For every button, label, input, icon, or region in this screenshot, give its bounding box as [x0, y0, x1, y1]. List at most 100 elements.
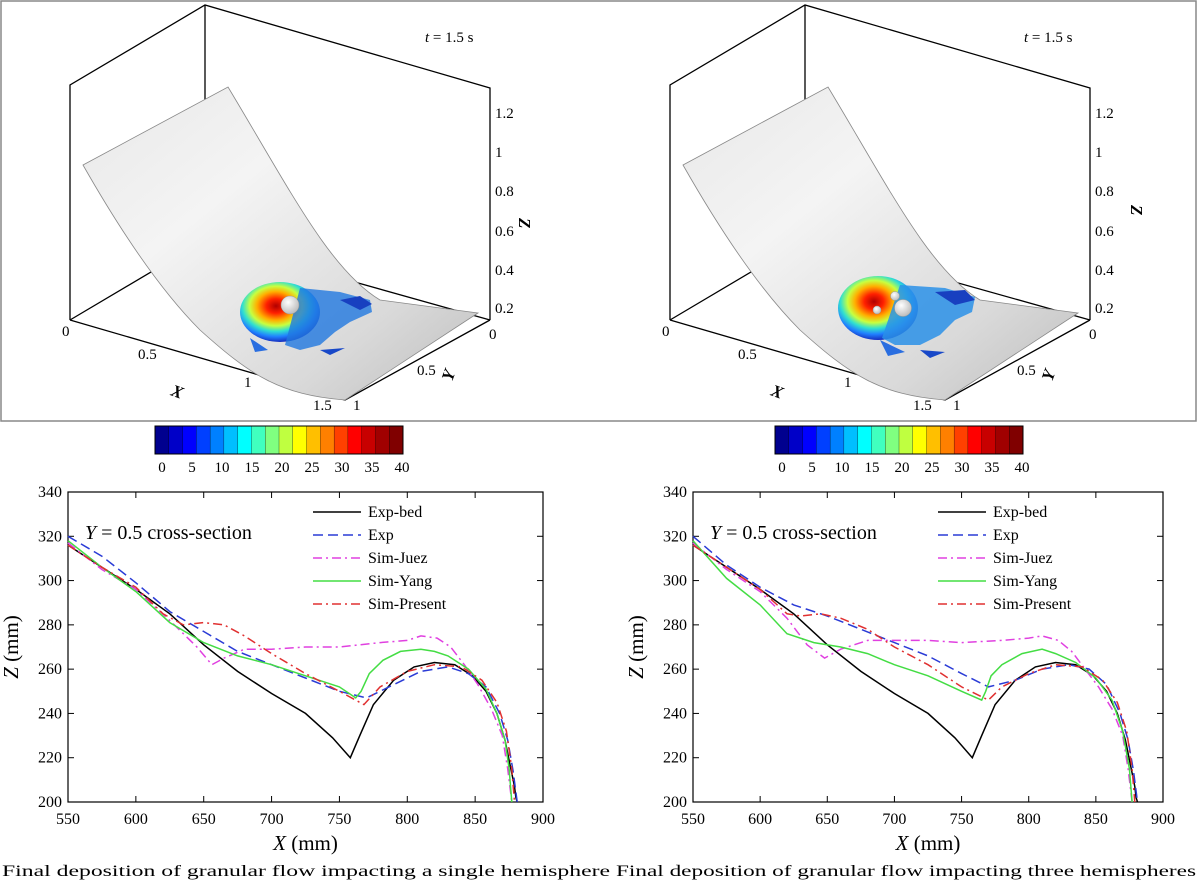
colorbar-swatch	[223, 425, 239, 455]
colorbar-swatch	[898, 425, 914, 455]
colorbar-swatch	[885, 425, 900, 455]
y-tick-label: 300	[38, 573, 62, 590]
colorbar-swatch	[953, 425, 969, 455]
legend-label: Sim-Yang	[368, 573, 432, 590]
y-tick-label: 200	[38, 794, 62, 811]
legend-label: Exp-bed	[368, 504, 422, 521]
colorbar-border	[154, 425, 404, 455]
svg-text:t = 1.5 s: t = 1.5 s	[1024, 30, 1073, 46]
y-tick-label: 240	[38, 705, 62, 722]
x-tick-label: 900	[1151, 811, 1175, 828]
legend-label: Sim-Yang	[993, 573, 1057, 590]
y-axis-ticks: 0 0.5 1	[953, 327, 1097, 414]
colorbar-swatch	[774, 425, 790, 455]
svg-text:0.5: 0.5	[417, 363, 436, 379]
3d-panel-three-hemispheres: t = 1.5 s 0.2 0.4 0.6 0.8 1 1.2 Z 0 0.5 …	[662, 4, 1146, 414]
colorbar-swatch	[981, 425, 996, 455]
x-tick-label: 550	[56, 811, 80, 828]
colorbar-swatch	[940, 425, 955, 455]
series-line-exp-bed	[692, 544, 1139, 803]
series-line-sim-present	[67, 544, 516, 803]
colorbar-swatch	[347, 425, 363, 455]
svg-text:0.5: 0.5	[1017, 363, 1036, 379]
y-tick-label: 220	[663, 750, 687, 767]
svg-text:0.6: 0.6	[1095, 224, 1114, 240]
svg-text:0.2: 0.2	[1095, 301, 1114, 317]
svg-text:1: 1	[1095, 145, 1103, 161]
colorbar-tick-label: 20	[895, 460, 910, 476]
time-label: t = 1.5 s	[1024, 30, 1073, 46]
colorbar-swatch	[182, 425, 197, 455]
colorbar-tick-label: 0	[778, 460, 786, 476]
svg-text:1: 1	[495, 145, 503, 161]
legend-label: Sim-Present	[368, 596, 447, 613]
x-tick-label: 800	[1017, 811, 1041, 828]
caption-single-hemisphere: Final deposition of granular flow impact…	[2, 863, 610, 880]
plot-area-border	[67, 491, 544, 803]
hemisphere-obstacle	[280, 295, 300, 315]
y-axis-label: Y	[438, 366, 460, 384]
colorbar-swatch	[995, 425, 1010, 455]
inclined-surface	[682, 86, 1080, 401]
svg-text:1: 1	[844, 375, 852, 391]
x-tick-label: 900	[531, 811, 555, 828]
x-axis-ticks: 0 0.5 1 1.5	[62, 324, 332, 414]
series-line-sim-present	[692, 544, 1136, 803]
x-tick-label: 850	[463, 811, 487, 828]
svg-text:0.2: 0.2	[495, 301, 514, 317]
series-line-sim-juez	[67, 542, 513, 803]
legend-label: Exp-bed	[993, 504, 1047, 521]
svg-text:0.8: 0.8	[1095, 184, 1114, 200]
inclined-surface	[82, 86, 480, 401]
cross-section-annotation: Y = 0.5 cross-section	[85, 522, 252, 544]
svg-text:1.2: 1.2	[1095, 106, 1114, 122]
svg-text:0.5: 0.5	[138, 347, 157, 363]
legend-label: Sim-Juez	[368, 550, 428, 567]
colorbar-tick-label: 40	[395, 460, 410, 476]
colorbar-swatch	[320, 425, 335, 455]
series-line-sim-yang	[67, 540, 513, 803]
svg-text:1.5: 1.5	[913, 398, 932, 414]
colorbar-tick-label: 5	[188, 460, 196, 476]
svg-text:1.5: 1.5	[313, 398, 332, 414]
series-line-sim-yang	[692, 540, 1133, 803]
y-tick-label: 300	[663, 573, 687, 590]
colorbar-swatch	[389, 425, 404, 455]
y-tick-label: 280	[38, 617, 62, 634]
y-axis-label: Y	[1038, 366, 1060, 384]
colorbar-left: 0 5 10 15 20 25 30 35 40	[154, 425, 410, 476]
svg-text:1.2: 1.2	[495, 106, 514, 122]
y-tick-label: 260	[38, 661, 62, 678]
colorbar-swatch	[843, 425, 859, 455]
y-tick-label: 240	[663, 705, 687, 722]
legend-label: Exp	[368, 527, 394, 544]
colorbar-tick-label: 35	[985, 460, 1000, 476]
colorbar-swatch	[1009, 425, 1024, 455]
x-tick-label: 600	[124, 811, 148, 828]
x-axis-label: X (mm)	[272, 831, 338, 855]
y-tick-label: 260	[663, 661, 687, 678]
svg-text:0.4: 0.4	[495, 263, 514, 279]
y-axis-label: Z (mm)	[0, 615, 23, 679]
colorbar-swatch	[871, 425, 886, 455]
y-axis-ticks: 0 0.5 1	[353, 327, 497, 414]
deposition-heatmap	[838, 276, 975, 358]
x-tick-label: 600	[748, 811, 772, 828]
hemisphere-obstacle-3	[894, 299, 912, 317]
x-axis-label: X	[168, 381, 187, 403]
colorbar-swatch	[361, 425, 376, 455]
colorbar-swatch	[306, 425, 321, 455]
line-chart-single-hemisphere: 550 600 650 700 750 800 850 900 200 220 240 260 280 3…	[0, 484, 555, 855]
svg-text:0.4: 0.4	[1095, 263, 1114, 279]
colorbar-swatch	[265, 425, 280, 455]
colorbar-swatch	[375, 425, 390, 455]
colorbar-swatch	[829, 425, 845, 455]
colorbar-swatch	[251, 425, 266, 455]
colorbar-tick-label: 25	[925, 460, 940, 476]
y-tick-label: 340	[663, 484, 687, 501]
x-tick-label: 750	[950, 811, 974, 828]
3d-panel-single-hemisphere: t = 1.5 s 0.2 0.4 0.6 0.8 1 1.2 Z 0 0.5 …	[62, 4, 534, 414]
y-tick-label: 320	[38, 528, 62, 545]
x-tick-label: 700	[260, 811, 284, 828]
